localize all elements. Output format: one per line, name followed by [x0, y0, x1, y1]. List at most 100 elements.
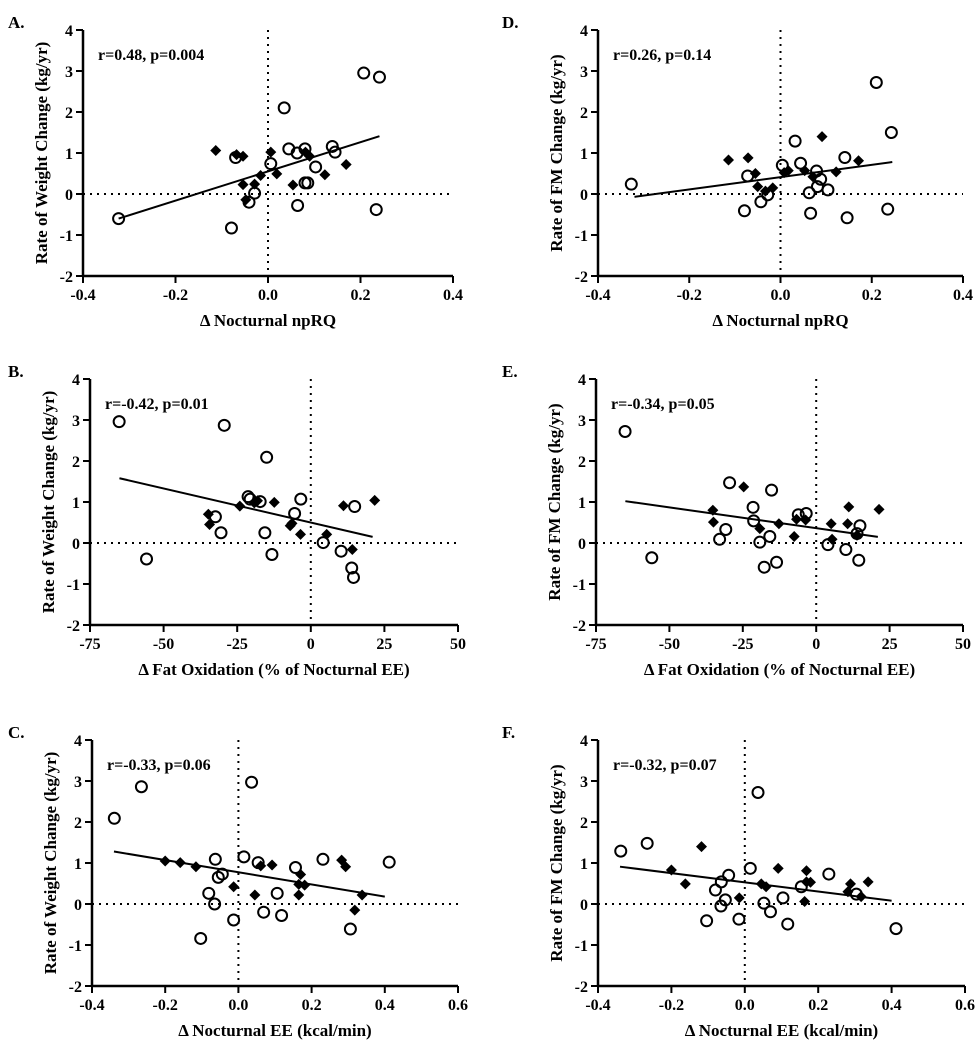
data-point-circle	[751, 785, 765, 799]
data-point-circle	[264, 157, 278, 171]
data-point-diamond	[294, 528, 306, 540]
x-tick-label: -0.4	[585, 997, 610, 1014]
correlation-annotation: r=0.26, p=0.14	[613, 47, 711, 64]
data-point-circle	[112, 415, 126, 429]
data-point-circle	[348, 500, 362, 514]
data-point-circle	[821, 183, 835, 197]
x-tick-label: 0	[812, 636, 820, 653]
data-point-circle	[208, 852, 222, 866]
data-point-diamond	[830, 166, 842, 178]
data-point-diamond	[695, 841, 707, 853]
data-point-circle	[214, 526, 228, 540]
panel-label: F.	[502, 723, 515, 742]
y-tick-label: 1	[72, 495, 80, 512]
x-tick-label: -0.2	[153, 997, 178, 1014]
data-point-circle	[889, 922, 903, 936]
x-tick-label: 0.0	[258, 287, 278, 304]
data-point-diamond	[853, 155, 865, 167]
x-tick-label: 0.2	[808, 997, 828, 1014]
data-point-circle	[217, 418, 231, 432]
x-tick-label: -0.2	[163, 287, 188, 304]
x-tick-label: -0.4	[70, 287, 95, 304]
x-tick-label: 0.4	[953, 287, 973, 304]
data-point-circle	[753, 535, 767, 549]
data-point-circle	[291, 198, 305, 212]
data-point-diamond	[295, 868, 307, 880]
data-point-diamond	[782, 165, 794, 177]
data-point-circle	[345, 561, 359, 575]
data-point-diamond	[268, 496, 280, 508]
y-tick-label: -1	[575, 938, 588, 955]
data-point-diamond	[299, 879, 311, 891]
data-point-circle	[746, 500, 760, 514]
data-point-diamond	[749, 168, 761, 179]
correlation-annotation: r=-0.34, p=0.05	[611, 396, 715, 413]
data-point-circle	[258, 526, 272, 540]
data-point-circle	[372, 70, 386, 84]
data-point-circle	[134, 780, 148, 794]
panel-d: D. -2 -1 0 1 2 3 4 -0.4 -0.2 0.0 0.2 0.4 Δ Nocturnal …	[502, 13, 973, 330]
data-point-circle	[754, 195, 768, 209]
y-tick-label: 4	[580, 23, 588, 40]
data-point-circle	[757, 896, 771, 910]
data-point-circle	[260, 450, 274, 464]
data-point-diamond	[799, 896, 811, 908]
y-tick-label: 4	[65, 23, 73, 40]
x-tick-label: 0.6	[955, 997, 975, 1014]
panel-label: E.	[502, 362, 518, 381]
y-axis-title: Rate of FM Change (kg/yr)	[547, 764, 566, 961]
regression-line	[113, 850, 385, 898]
data-point-diamond	[807, 171, 819, 183]
data-point-diamond	[265, 146, 277, 158]
x-tick-label: 0.2	[302, 997, 322, 1014]
data-point-diamond	[356, 889, 368, 901]
data-point-diamond	[174, 857, 186, 869]
data-point-diamond	[707, 516, 719, 528]
data-point-diamond	[851, 529, 863, 541]
data-point-circle	[804, 206, 818, 220]
y-tick-label: 2	[72, 454, 80, 471]
x-tick-label: 0.4	[443, 287, 463, 304]
data-point-circle	[884, 126, 898, 139]
data-point-circle	[194, 931, 208, 945]
data-point-circle	[719, 522, 733, 536]
data-point-circle	[245, 775, 259, 789]
x-tick-label: -0.4	[585, 287, 610, 304]
data-point-circle	[241, 490, 255, 504]
panel-e: E. -2 -1 0 1 2 3 4 -75 -50 -25 0 25 50 Δ Fat Oxidation…	[502, 362, 971, 679]
data-point-diamond	[722, 154, 734, 166]
data-point-diamond	[340, 158, 352, 170]
data-point-diamond	[349, 904, 361, 916]
y-tick-label: 3	[74, 774, 82, 791]
data-point-circle	[700, 914, 714, 928]
data-point-circle	[840, 211, 854, 225]
data-point-diamond	[210, 145, 222, 157]
data-point-circle	[237, 850, 251, 864]
data-point-circle	[770, 555, 784, 569]
x-tick-label: 0.2	[862, 287, 882, 304]
data-point-diamond	[733, 892, 745, 904]
x-tick-label: -0.2	[677, 287, 702, 304]
data-point-diamond	[287, 179, 299, 191]
data-point-circle	[328, 145, 342, 159]
correlation-annotation: r=-0.32, p=0.07	[613, 757, 717, 774]
y-tick-label: 2	[74, 815, 82, 832]
data-point-circle	[776, 891, 790, 905]
y-tick-label: 3	[65, 64, 73, 81]
x-axis-title: Δ Nocturnal npRQ	[200, 311, 336, 330]
data-point-diamond	[843, 501, 855, 513]
data-point-diamond	[791, 513, 803, 525]
data-point-circle	[215, 867, 229, 881]
y-tick-label: 3	[578, 413, 586, 430]
data-point-diamond	[202, 508, 214, 520]
x-tick-label: -25	[227, 636, 248, 653]
data-point-circle	[838, 151, 852, 165]
data-point-circle	[732, 912, 746, 926]
data-point-circle	[202, 886, 216, 900]
y-tick-label: -2	[573, 618, 586, 635]
data-point-circle	[301, 176, 315, 190]
data-point-diamond	[738, 481, 750, 493]
data-point-diamond	[304, 150, 316, 162]
data-point-diamond	[266, 859, 278, 871]
x-tick-label: 50	[955, 636, 971, 653]
